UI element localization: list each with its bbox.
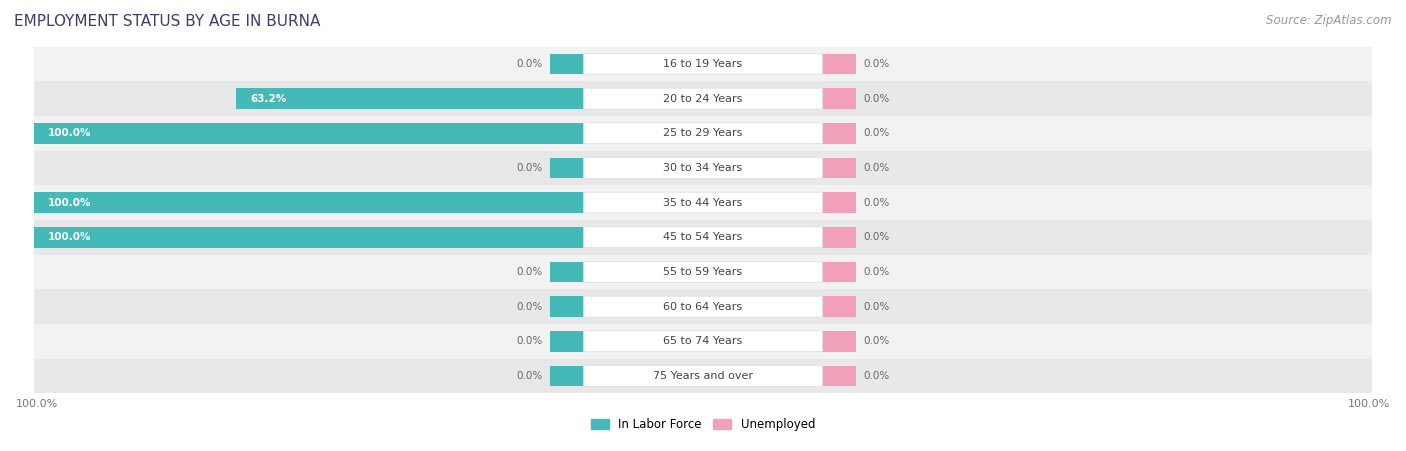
- Bar: [823, 331, 856, 352]
- Text: 0.0%: 0.0%: [863, 163, 890, 173]
- Bar: [34, 220, 1372, 255]
- Bar: [550, 157, 583, 178]
- Bar: [823, 192, 856, 213]
- Bar: [550, 262, 583, 282]
- FancyBboxPatch shape: [583, 54, 823, 74]
- FancyBboxPatch shape: [583, 296, 823, 317]
- Text: 0.0%: 0.0%: [516, 163, 543, 173]
- Bar: [823, 296, 856, 317]
- Bar: [34, 255, 1372, 289]
- Text: 0.0%: 0.0%: [863, 198, 890, 207]
- Text: 0.0%: 0.0%: [863, 371, 890, 381]
- Text: 0.0%: 0.0%: [516, 267, 543, 277]
- Bar: [823, 54, 856, 74]
- Text: 63.2%: 63.2%: [250, 93, 287, 104]
- FancyBboxPatch shape: [583, 331, 823, 352]
- Bar: [34, 123, 583, 144]
- Bar: [34, 185, 1372, 220]
- Text: 0.0%: 0.0%: [516, 59, 543, 69]
- Legend: In Labor Force, Unemployed: In Labor Force, Unemployed: [586, 414, 820, 436]
- Bar: [34, 116, 1372, 151]
- Text: EMPLOYMENT STATUS BY AGE IN BURNA: EMPLOYMENT STATUS BY AGE IN BURNA: [14, 14, 321, 28]
- Bar: [823, 227, 856, 248]
- Text: Source: ZipAtlas.com: Source: ZipAtlas.com: [1267, 14, 1392, 27]
- Bar: [34, 192, 583, 213]
- Text: 0.0%: 0.0%: [863, 232, 890, 242]
- Text: 20 to 24 Years: 20 to 24 Years: [664, 93, 742, 104]
- Bar: [550, 296, 583, 317]
- Bar: [823, 366, 856, 387]
- FancyBboxPatch shape: [583, 366, 823, 387]
- Bar: [34, 289, 1372, 324]
- Text: 0.0%: 0.0%: [863, 93, 890, 104]
- Text: 0.0%: 0.0%: [516, 302, 543, 312]
- FancyBboxPatch shape: [583, 192, 823, 213]
- Text: 100.0%: 100.0%: [48, 232, 91, 242]
- Text: 55 to 59 Years: 55 to 59 Years: [664, 267, 742, 277]
- FancyBboxPatch shape: [583, 88, 823, 109]
- Bar: [34, 359, 1372, 393]
- FancyBboxPatch shape: [583, 227, 823, 248]
- Text: 0.0%: 0.0%: [863, 128, 890, 138]
- Text: 0.0%: 0.0%: [863, 59, 890, 69]
- Text: 0.0%: 0.0%: [863, 267, 890, 277]
- Bar: [34, 151, 1372, 185]
- Text: 0.0%: 0.0%: [863, 302, 890, 312]
- Bar: [550, 54, 583, 74]
- Text: 100.0%: 100.0%: [48, 128, 91, 138]
- FancyBboxPatch shape: [583, 123, 823, 144]
- Bar: [34, 324, 1372, 359]
- Text: 45 to 54 Years: 45 to 54 Years: [664, 232, 742, 242]
- Text: 30 to 34 Years: 30 to 34 Years: [664, 163, 742, 173]
- Text: 35 to 44 Years: 35 to 44 Years: [664, 198, 742, 207]
- Text: 65 to 74 Years: 65 to 74 Years: [664, 336, 742, 346]
- Bar: [34, 46, 1372, 81]
- Text: 60 to 64 Years: 60 to 64 Years: [664, 302, 742, 312]
- Bar: [236, 88, 583, 109]
- Text: 75 Years and over: 75 Years and over: [652, 371, 754, 381]
- Text: 25 to 29 Years: 25 to 29 Years: [664, 128, 742, 138]
- Text: 16 to 19 Years: 16 to 19 Years: [664, 59, 742, 69]
- Text: 0.0%: 0.0%: [863, 336, 890, 346]
- Text: 0.0%: 0.0%: [516, 336, 543, 346]
- Bar: [34, 81, 1372, 116]
- Bar: [550, 366, 583, 387]
- Bar: [34, 227, 583, 248]
- FancyBboxPatch shape: [583, 157, 823, 178]
- Bar: [823, 157, 856, 178]
- Bar: [823, 262, 856, 282]
- Text: 0.0%: 0.0%: [516, 371, 543, 381]
- Text: 100.0%: 100.0%: [48, 198, 91, 207]
- Bar: [823, 123, 856, 144]
- Bar: [550, 331, 583, 352]
- FancyBboxPatch shape: [583, 262, 823, 282]
- Bar: [823, 88, 856, 109]
